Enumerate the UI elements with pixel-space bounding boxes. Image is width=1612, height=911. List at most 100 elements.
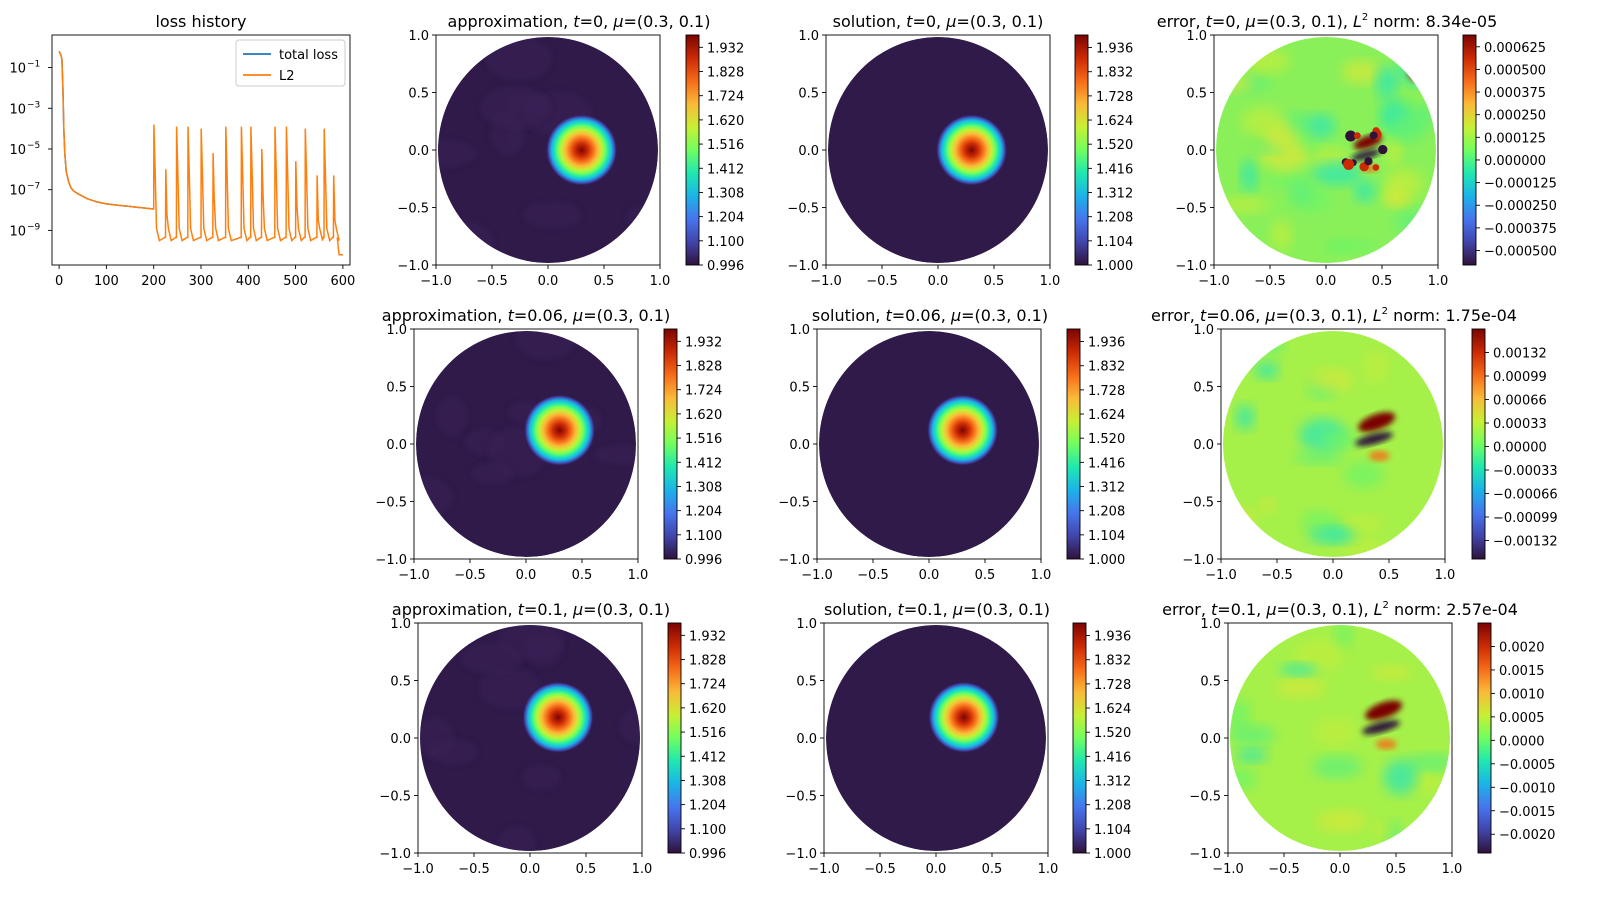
x-tick-label: 0.5: [975, 568, 996, 583]
field-texture: [461, 642, 524, 674]
error-ripple: [1220, 196, 1270, 213]
colorbar-tick-label: 0.000125: [1484, 131, 1546, 146]
colorbar-tick-label: 1.104: [1088, 529, 1125, 544]
y-tick-label: 1.0: [1200, 617, 1221, 632]
colorbar-tick-label: 1.000: [1096, 259, 1133, 274]
error-ripple: [1362, 350, 1389, 383]
y-tick-label: 1.0: [1186, 29, 1207, 44]
colorbar-gradient: [1471, 328, 1486, 560]
error-ripple: [1230, 767, 1258, 790]
y-tick-label: −0.5: [397, 202, 429, 217]
y-tick-label: −0.5: [379, 790, 411, 805]
x-tick-label: −1.0: [801, 568, 833, 583]
field-disk: [438, 37, 658, 263]
colorbar-tick-label: 0.00066: [1493, 393, 1547, 408]
y-tick-label: −0.5: [787, 202, 819, 217]
panel-title: solution, t=0.1, μ=(0.3, 0.1): [824, 600, 1050, 619]
colorbar-tick-label: 1.724: [685, 384, 722, 399]
colorbar-tick-label: −0.00066: [1493, 487, 1558, 502]
colorbar-tick-label: 1.832: [1094, 654, 1131, 669]
x-tick-label: 0.0: [926, 862, 947, 877]
colorbar-tick-label: 1.832: [1096, 66, 1133, 81]
error-ripple: [1343, 460, 1384, 489]
error-side-lobe: [1368, 450, 1390, 462]
colorbar-tick-label: 0.000000: [1484, 154, 1546, 169]
x-tick-label: 0: [55, 274, 63, 289]
x-tick-label: 0.0: [1330, 862, 1351, 877]
gaussian-peak: [928, 681, 1000, 754]
colorbar: 1.932 1.828 1.724 1.620 1.516 1.412 1.308 1.204…: [685, 34, 744, 274]
colorbar-tick-label: 1.516: [685, 432, 722, 447]
colorbar-tick-label: 1.516: [689, 726, 726, 741]
colorbar-tick-label: 1.936: [1094, 630, 1131, 645]
x-tick-label: −1.0: [398, 568, 430, 583]
colorbar-tick-label: 0.00033: [1493, 417, 1547, 432]
colorbar-tick-label: 1.828: [689, 654, 726, 669]
x-tick-label: 0.0: [928, 274, 949, 289]
y-tick-exponent: −9: [27, 222, 41, 232]
x-tick-label: −0.5: [476, 274, 508, 289]
x-tick-label: 0.0: [520, 862, 541, 877]
x-tick-label: 0.5: [572, 568, 593, 583]
colorbar-tick-label: 0.996: [685, 553, 722, 568]
colorbar-tick-label: 1.936: [1096, 42, 1133, 57]
field-disk: [420, 625, 640, 851]
y-tick-label: 1.0: [386, 323, 407, 338]
field-texture: [471, 462, 514, 485]
y-tick-label: 10: [9, 102, 26, 117]
x-tick-label: 1.0: [650, 274, 671, 289]
x-tick-label: −1.0: [810, 274, 842, 289]
error-ripple: [1240, 159, 1258, 192]
x-tick-label: 500: [283, 274, 308, 289]
legend-label: total loss: [279, 48, 338, 63]
panel-approximation-t0.06: approximation, t=0.06, μ=(0.3, 0.1)−1.0−…: [375, 306, 722, 583]
error-ripple: [1230, 649, 1252, 669]
colorbar-tick-label: 1.308: [689, 774, 726, 789]
series-l2-line: [58, 50, 343, 256]
field-disk: [416, 331, 636, 557]
panel-title: error, t=0, μ=(0.3, 0.1), L2 norm: 8.34e…: [1157, 12, 1498, 31]
error-ripple: [1288, 177, 1314, 207]
y-tick-label: −0.5: [375, 496, 407, 511]
colorbar-tick-label: 1.104: [1094, 823, 1131, 838]
colorbar-tick-label: 0.000500: [1484, 63, 1546, 78]
y-tick-label: 1.0: [390, 617, 411, 632]
x-tick-label: 1.0: [1040, 274, 1061, 289]
y-tick-label: −0.5: [785, 790, 817, 805]
y-tick-label: −0.5: [1189, 790, 1221, 805]
colorbar-tick-label: −0.000375: [1484, 222, 1557, 237]
x-tick-label: 1.0: [1428, 274, 1449, 289]
y-tick-label: −1.0: [379, 847, 411, 862]
x-tick-label: 0.0: [1316, 274, 1337, 289]
y-tick-label: −1.0: [1189, 847, 1221, 862]
field-texture: [435, 396, 468, 437]
error-ripple: [1382, 192, 1411, 207]
y-tick-label: −1.0: [375, 553, 407, 568]
panel-title: approximation, t=0.06, μ=(0.3, 0.1): [382, 306, 670, 325]
error-negative-lobe: [1355, 431, 1393, 447]
error-ripple: [1308, 368, 1353, 391]
x-tick-label: 300: [189, 274, 214, 289]
field-disk: [1216, 37, 1436, 263]
colorbar-tick-label: 0.000625: [1484, 41, 1546, 56]
colorbar: 1.936 1.832 1.728 1.624 1.520 1.416 1.312 1.208…: [1074, 34, 1133, 274]
x-tick-label: 100: [94, 274, 119, 289]
colorbar-tick-label: 0.0020: [1499, 640, 1545, 655]
colorbar-tick-label: 1.100: [685, 529, 722, 544]
error-speckle: [1364, 157, 1373, 166]
error-ripple: [1398, 54, 1436, 86]
error-side-lobe: [1375, 738, 1397, 750]
colorbar-tick-label: 1.520: [1088, 432, 1125, 447]
colorbar-tick-label: 1.932: [685, 335, 722, 350]
colorbar-tick-label: 1.728: [1096, 90, 1133, 105]
y-tick-label: 0.5: [789, 381, 810, 396]
panel-solution-t0: solution, t=0, μ=(0.3, 0.1) −1.0−1.0 −0.5 −…: [787, 12, 1133, 289]
error-ripple: [1280, 663, 1318, 676]
field-texture: [478, 667, 542, 709]
colorbar-tick-label: 1.932: [707, 41, 744, 56]
field-texture: [438, 139, 477, 168]
error-ripple: [1216, 73, 1254, 93]
y-tick-label: 0.0: [408, 144, 429, 159]
colorbar-tick-label: 1.936: [1088, 336, 1125, 351]
